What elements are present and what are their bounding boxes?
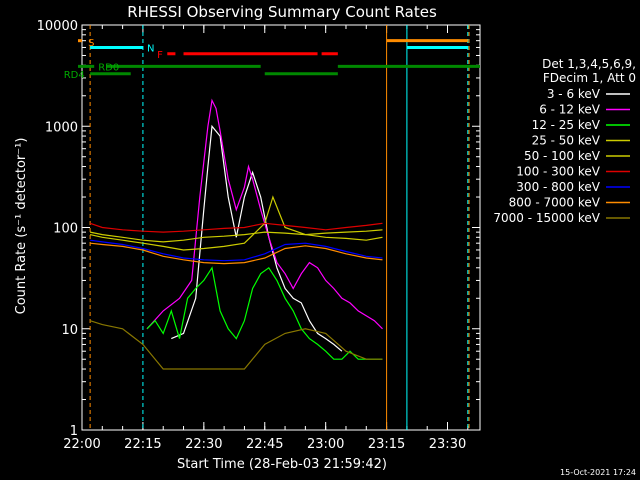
y-axis-label: Count Rate (s⁻¹ detector⁻¹) — [14, 138, 29, 315]
annotation-label: RD0 — [98, 62, 119, 73]
series-line-3-6-kev — [171, 124, 343, 352]
legend-label: 7000 - 15000 keV — [493, 211, 600, 225]
y-tick-label: 1000 — [45, 120, 78, 135]
x-tick-label: 22:45 — [246, 437, 283, 452]
legend-label: 300 - 800 keV — [516, 180, 600, 194]
y-tick-label: 10000 — [37, 19, 78, 34]
x-tick-label: 22:30 — [185, 437, 222, 452]
y-tick-label: 100 — [53, 222, 78, 237]
series-line-800-7000-kev — [90, 242, 383, 265]
plot-frame — [81, 24, 481, 431]
annotation-label: RD4 — [64, 70, 85, 81]
y-tick-label: 1 — [70, 424, 78, 439]
series-line-300-800-kev — [90, 239, 383, 262]
x-tick-label: 23:30 — [429, 437, 466, 452]
series-line-100-300-kev — [89, 222, 383, 233]
series-line-6-12-kev — [146, 98, 383, 330]
legend-header-line: Det 1,3,4,5,6,9, — [542, 57, 636, 71]
legend-label: 25 - 50 keV — [532, 134, 601, 148]
series-line-7000-15000-kev — [89, 320, 383, 370]
legend-label: 6 - 12 keV — [539, 103, 601, 117]
y-tick-label: 10 — [61, 323, 78, 338]
legend-label: 12 - 25 keV — [532, 118, 601, 132]
legend-header-line: FDecim 1, Att 0 — [543, 71, 636, 85]
x-axis-label: Start Time (28-Feb-03 21:59:42) — [177, 457, 387, 472]
x-tick-label: 23:15 — [368, 437, 405, 452]
annotation-label: N — [147, 43, 154, 54]
chart-title: RHESSI Observing Summary Count Rates — [127, 3, 437, 21]
series-line-50-100-kev — [89, 229, 383, 243]
legend-label: 100 - 300 keV — [516, 165, 600, 179]
legend-label: 3 - 6 keV — [547, 87, 601, 101]
annotation-label: S — [88, 38, 94, 49]
annotation-label: F — [157, 50, 163, 61]
footer-date: 15-Oct-2021 17:24 — [560, 468, 636, 477]
x-tick-label: 23:00 — [307, 437, 344, 452]
x-tick-label: 22:15 — [124, 437, 161, 452]
x-tick-label: 22:00 — [63, 437, 100, 452]
legend-label: 800 - 7000 keV — [509, 196, 601, 210]
series-line-25-50-kev — [89, 195, 383, 251]
series-line-12-25-kev — [146, 266, 383, 360]
legend-label: 50 - 100 keV — [524, 149, 601, 163]
